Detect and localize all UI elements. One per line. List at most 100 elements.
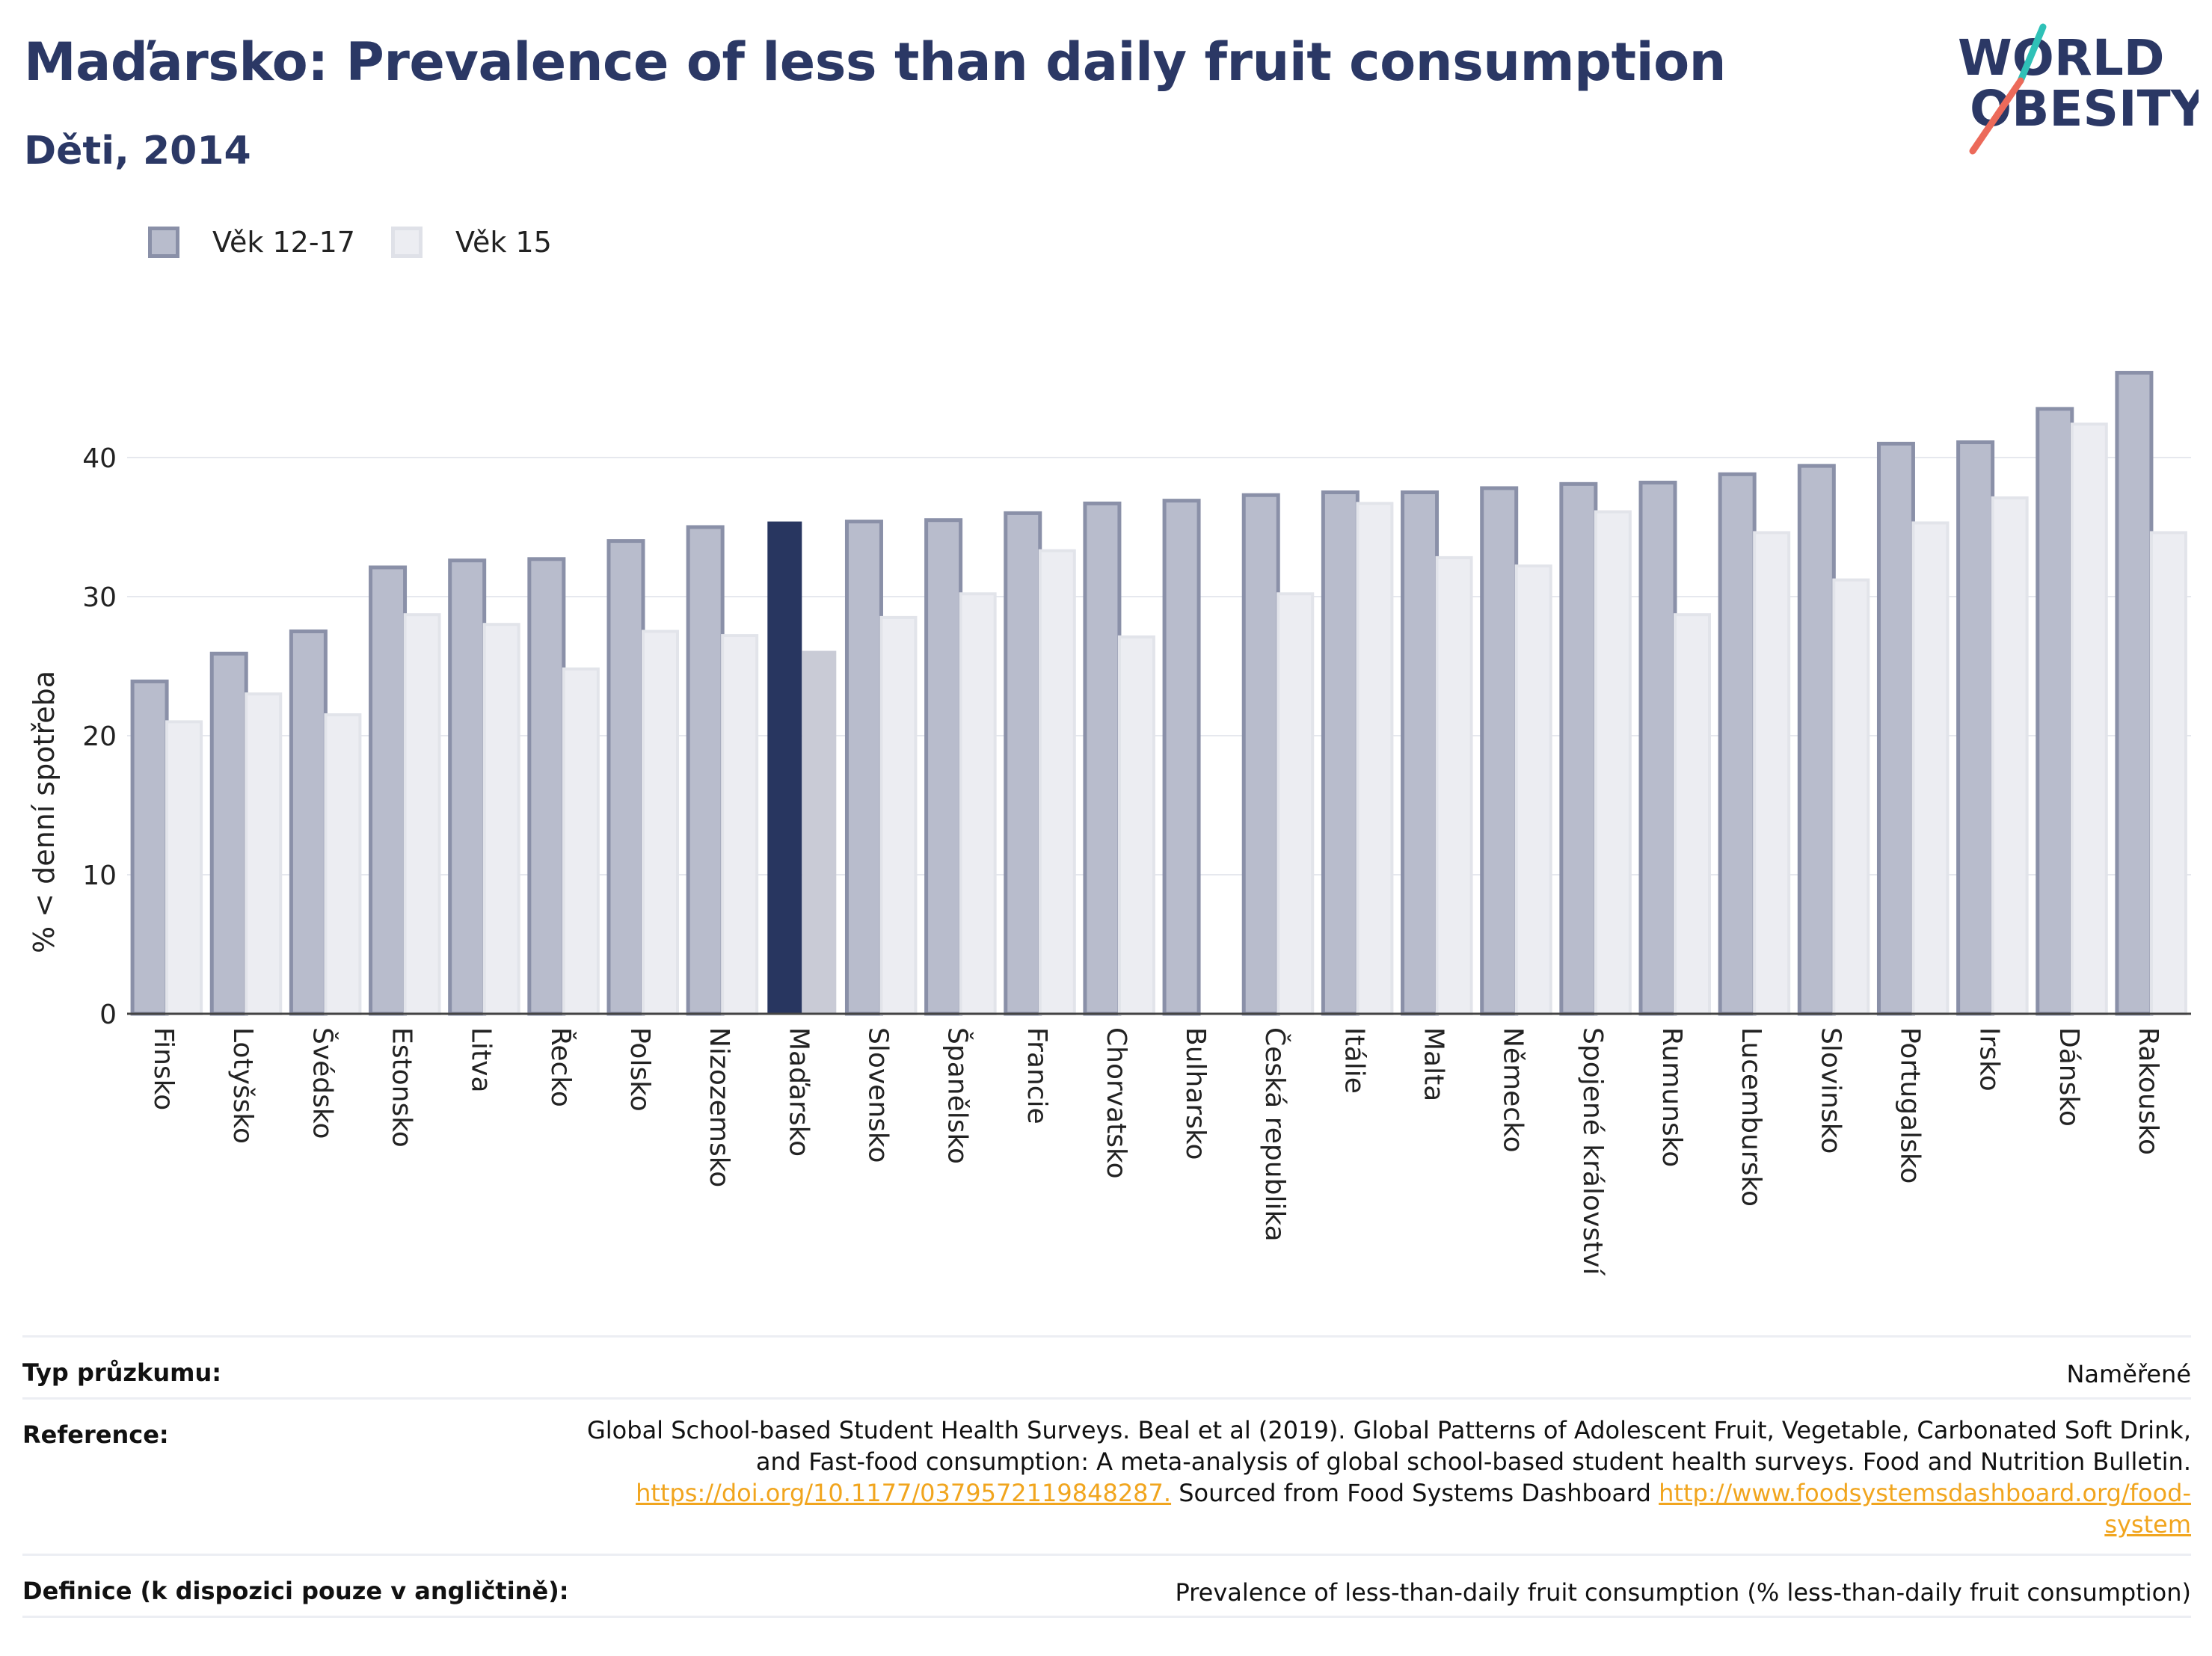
bar-age-15 <box>1832 578 1870 1015</box>
bar-age-12-17 <box>2036 407 2074 1016</box>
bar-age-12-17 <box>448 558 487 1016</box>
bar-age-15 <box>562 667 600 1015</box>
definition-value: Prevalence of less-than-daily fruit cons… <box>1175 1578 2191 1607</box>
bar-age-15 <box>721 634 759 1015</box>
x-tick-label: Lucembursko <box>1736 1027 1766 1207</box>
bar-age-12-17 <box>1559 481 1598 1016</box>
bar-age-15 <box>403 613 441 1015</box>
x-tick-label: Rakousko <box>2133 1027 2163 1155</box>
bar-age-12-17 <box>1162 499 1201 1016</box>
x-tick-label: Španělsko <box>942 1027 974 1164</box>
reference-label: Reference: <box>22 1420 169 1449</box>
bar-age-15 <box>1911 521 1950 1016</box>
bar-age-15 <box>1514 564 1552 1015</box>
bar-age-15 <box>1038 549 1076 1015</box>
info-row-definition: Definice (k dispozici pouze v angličtině… <box>22 1554 2191 1618</box>
x-tick-label: Nizozemsko <box>704 1027 734 1187</box>
bar-age-15 <box>879 615 918 1015</box>
x-tick-label: Řecko <box>545 1027 577 1107</box>
legend-item-age-12-17[interactable]: Věk 12-17 <box>148 226 355 259</box>
dashboard-link-cont[interactable]: system <box>2104 1510 2191 1539</box>
bar-age-12-17 <box>289 630 328 1016</box>
legend: Věk 12-17 Věk 15 <box>148 221 588 263</box>
legend-label-age-12-17: Věk 12-17 <box>212 226 355 259</box>
reference-line-4: system <box>587 1509 2191 1540</box>
info-row-reference: Reference: Global School-based Student H… <box>22 1397 2191 1554</box>
logo-text-obesity: OBESITY <box>1970 80 2199 138</box>
reference-value: Global School-based Student Health Surve… <box>587 1400 2191 1554</box>
logo-text-world: WORLD <box>1958 29 2165 87</box>
bar-age-12-17 <box>369 565 408 1016</box>
legend-swatch-age-15 <box>390 227 423 258</box>
x-tick-label: Dánsko <box>2053 1027 2084 1127</box>
x-tick-label: Polsko <box>624 1027 655 1112</box>
bar-age-15 <box>1991 496 2029 1015</box>
bar-age-15 <box>1276 592 1315 1015</box>
x-tick-label: Irsko <box>1974 1027 2005 1092</box>
x-tick-label: Portugalsko <box>1894 1027 1925 1183</box>
dashboard-link[interactable]: http://www.foodsystemsdashboard.org/food… <box>1659 1479 2191 1507</box>
survey-type-label: Typ průzkumu: <box>22 1358 222 1387</box>
bar-age-15 <box>245 692 283 1015</box>
reference-line-2: and Fast-food consumption: A meta-analys… <box>755 1447 2191 1476</box>
x-tick-label: Estonsko <box>387 1027 417 1148</box>
logo-slash-coral <box>1969 77 2024 155</box>
x-tick-label: Česká republika <box>1259 1027 1291 1242</box>
x-tick-label: Itálie <box>1339 1027 1369 1094</box>
bar-age-15 <box>1356 502 1394 1015</box>
reference-sourced-text: Sourced from Food Systems Dashboard <box>1171 1479 1659 1507</box>
doi-link[interactable]: https://doi.org/10.1177/0379572119848287… <box>636 1479 1172 1507</box>
bar-age-15 <box>1594 510 1632 1016</box>
bar-age-15 <box>1435 555 1473 1016</box>
x-tick-label: Rumunsko <box>1656 1027 1687 1167</box>
reference-line-3: https://doi.org/10.1177/0379572119848287… <box>587 1477 2191 1509</box>
info-row-survey-type: Typ průzkumu: Naměřené <box>22 1335 2191 1397</box>
x-tick-label: Slovensko <box>862 1027 893 1163</box>
bar-age-12-17 <box>1718 472 1757 1016</box>
x-tick-label: Slovinsko <box>1815 1027 1846 1154</box>
bar-age-12-17 <box>767 521 802 1014</box>
bar-age-12-17 <box>1004 511 1042 1016</box>
bar-age-12-17 <box>686 525 725 1016</box>
bar-age-12-17 <box>606 539 645 1016</box>
x-tick-label: Francie <box>1021 1027 1052 1124</box>
bar-age-12-17 <box>1321 490 1360 1016</box>
x-tick-label: Německo <box>1498 1027 1529 1153</box>
bar-age-12-17 <box>1797 464 1836 1016</box>
bar-age-12-17 <box>130 679 169 1016</box>
x-tick-label: Spojené království <box>1577 1027 1608 1276</box>
bar-age-12-17 <box>924 518 963 1016</box>
bar-age-15 <box>959 592 997 1015</box>
bar-age-15 <box>324 713 362 1015</box>
y-tick-label: 0 <box>99 1000 117 1030</box>
x-tick-label: Švédsko <box>307 1027 338 1139</box>
chart-title: Maďarsko: Prevalence of less than daily … <box>24 31 1727 93</box>
bar-age-12-17 <box>1480 486 1519 1016</box>
y-axis-title: % < denní spotřeba <box>28 671 61 953</box>
bar-age-15 <box>642 630 679 1015</box>
bar-age-12-17 <box>209 651 248 1016</box>
bar-age-15 <box>802 650 837 1014</box>
world-obesity-logo: WORLD OBESITY <box>1958 23 2199 155</box>
bar-age-15 <box>165 720 203 1016</box>
x-tick-label: Malta <box>1419 1027 1449 1101</box>
x-tick-label: Bulharsko <box>1180 1027 1211 1160</box>
bar-age-12-17 <box>844 520 883 1016</box>
bar-age-12-17 <box>1083 501 1122 1016</box>
bar-age-12-17 <box>1241 493 1280 1016</box>
reference-line-1: Global School-based Student Health Surve… <box>586 1416 2191 1444</box>
bar-chart: 0 10 20 30 40 % < denní spotřeba Finsko Lotyšsk… <box>28 371 2191 1276</box>
x-tick-label: Chorvatsko <box>1101 1027 1131 1179</box>
x-tick-label: Lotyšsko <box>227 1027 258 1144</box>
definition-label: Definice (k dispozici pouze v angličtině… <box>22 1577 569 1605</box>
y-tick-label: 20 <box>82 721 117 752</box>
bar-age-15 <box>1753 531 1791 1015</box>
bar-age-15 <box>2149 531 2187 1015</box>
x-tick-label: Litva <box>466 1027 497 1093</box>
survey-type-value: Naměřené <box>2066 1360 2191 1388</box>
bar-age-12-17 <box>527 557 566 1016</box>
legend-item-age-15[interactable]: Věk 15 <box>390 226 552 259</box>
legend-swatch-age-12-17 <box>148 227 179 258</box>
legend-label-age-15: Věk 15 <box>455 226 552 259</box>
bar-age-12-17 <box>1401 490 1440 1016</box>
